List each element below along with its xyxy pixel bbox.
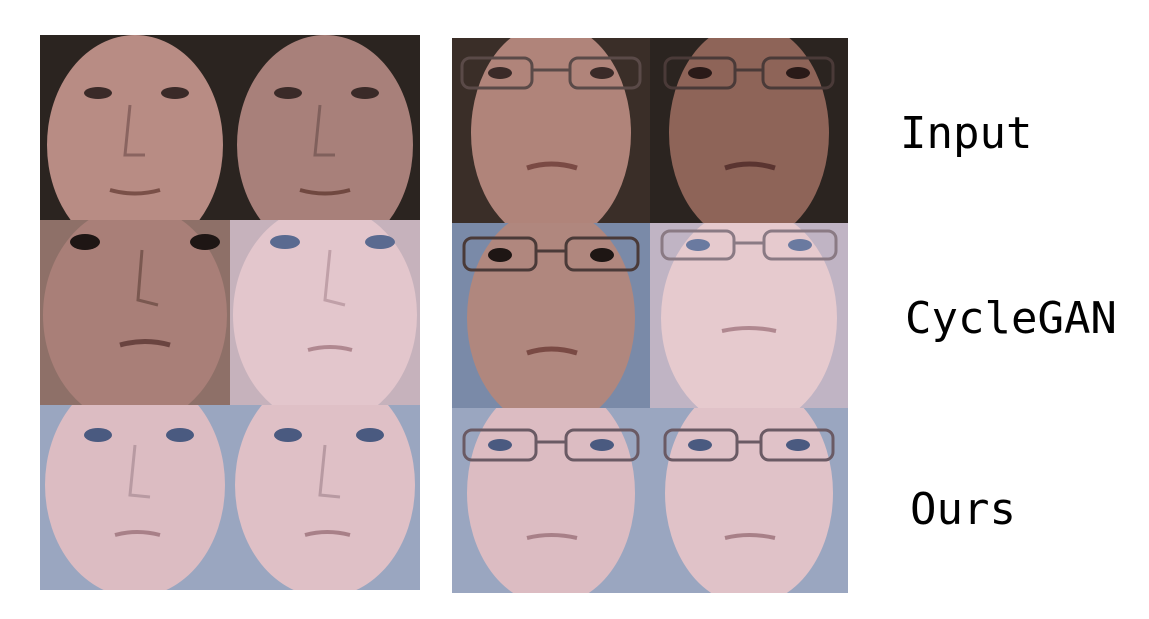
face-input-b2 [650,38,848,223]
face-photo [452,38,650,223]
face-photo [230,35,420,220]
face-ours-a1 [40,405,230,590]
face-ours-a2 [230,405,420,590]
face-photo [452,223,650,408]
face-photo [650,223,848,408]
row-label-input: Input [900,108,1033,159]
face-cyclegan-a2 [230,220,420,405]
face-photo [40,220,230,405]
face-input-b1 [452,38,650,223]
face-ours-b1 [452,408,650,593]
face-photo [650,38,848,223]
face-cyclegan-b1 [452,223,650,408]
row-label-ours: Ours [910,484,1016,535]
face-photo [40,405,230,590]
face-photo [40,35,230,220]
face-photo [230,220,420,405]
face-photo [650,408,848,593]
face-ours-b2 [650,408,848,593]
face-input-a2 [230,35,420,220]
face-photo [230,405,420,590]
face-cyclegan-a1 [40,220,230,405]
face-input-a1 [40,35,230,220]
row-label-cyclegan: CycleGAN [905,293,1117,344]
face-cyclegan-b2 [650,223,848,408]
face-photo [452,408,650,593]
